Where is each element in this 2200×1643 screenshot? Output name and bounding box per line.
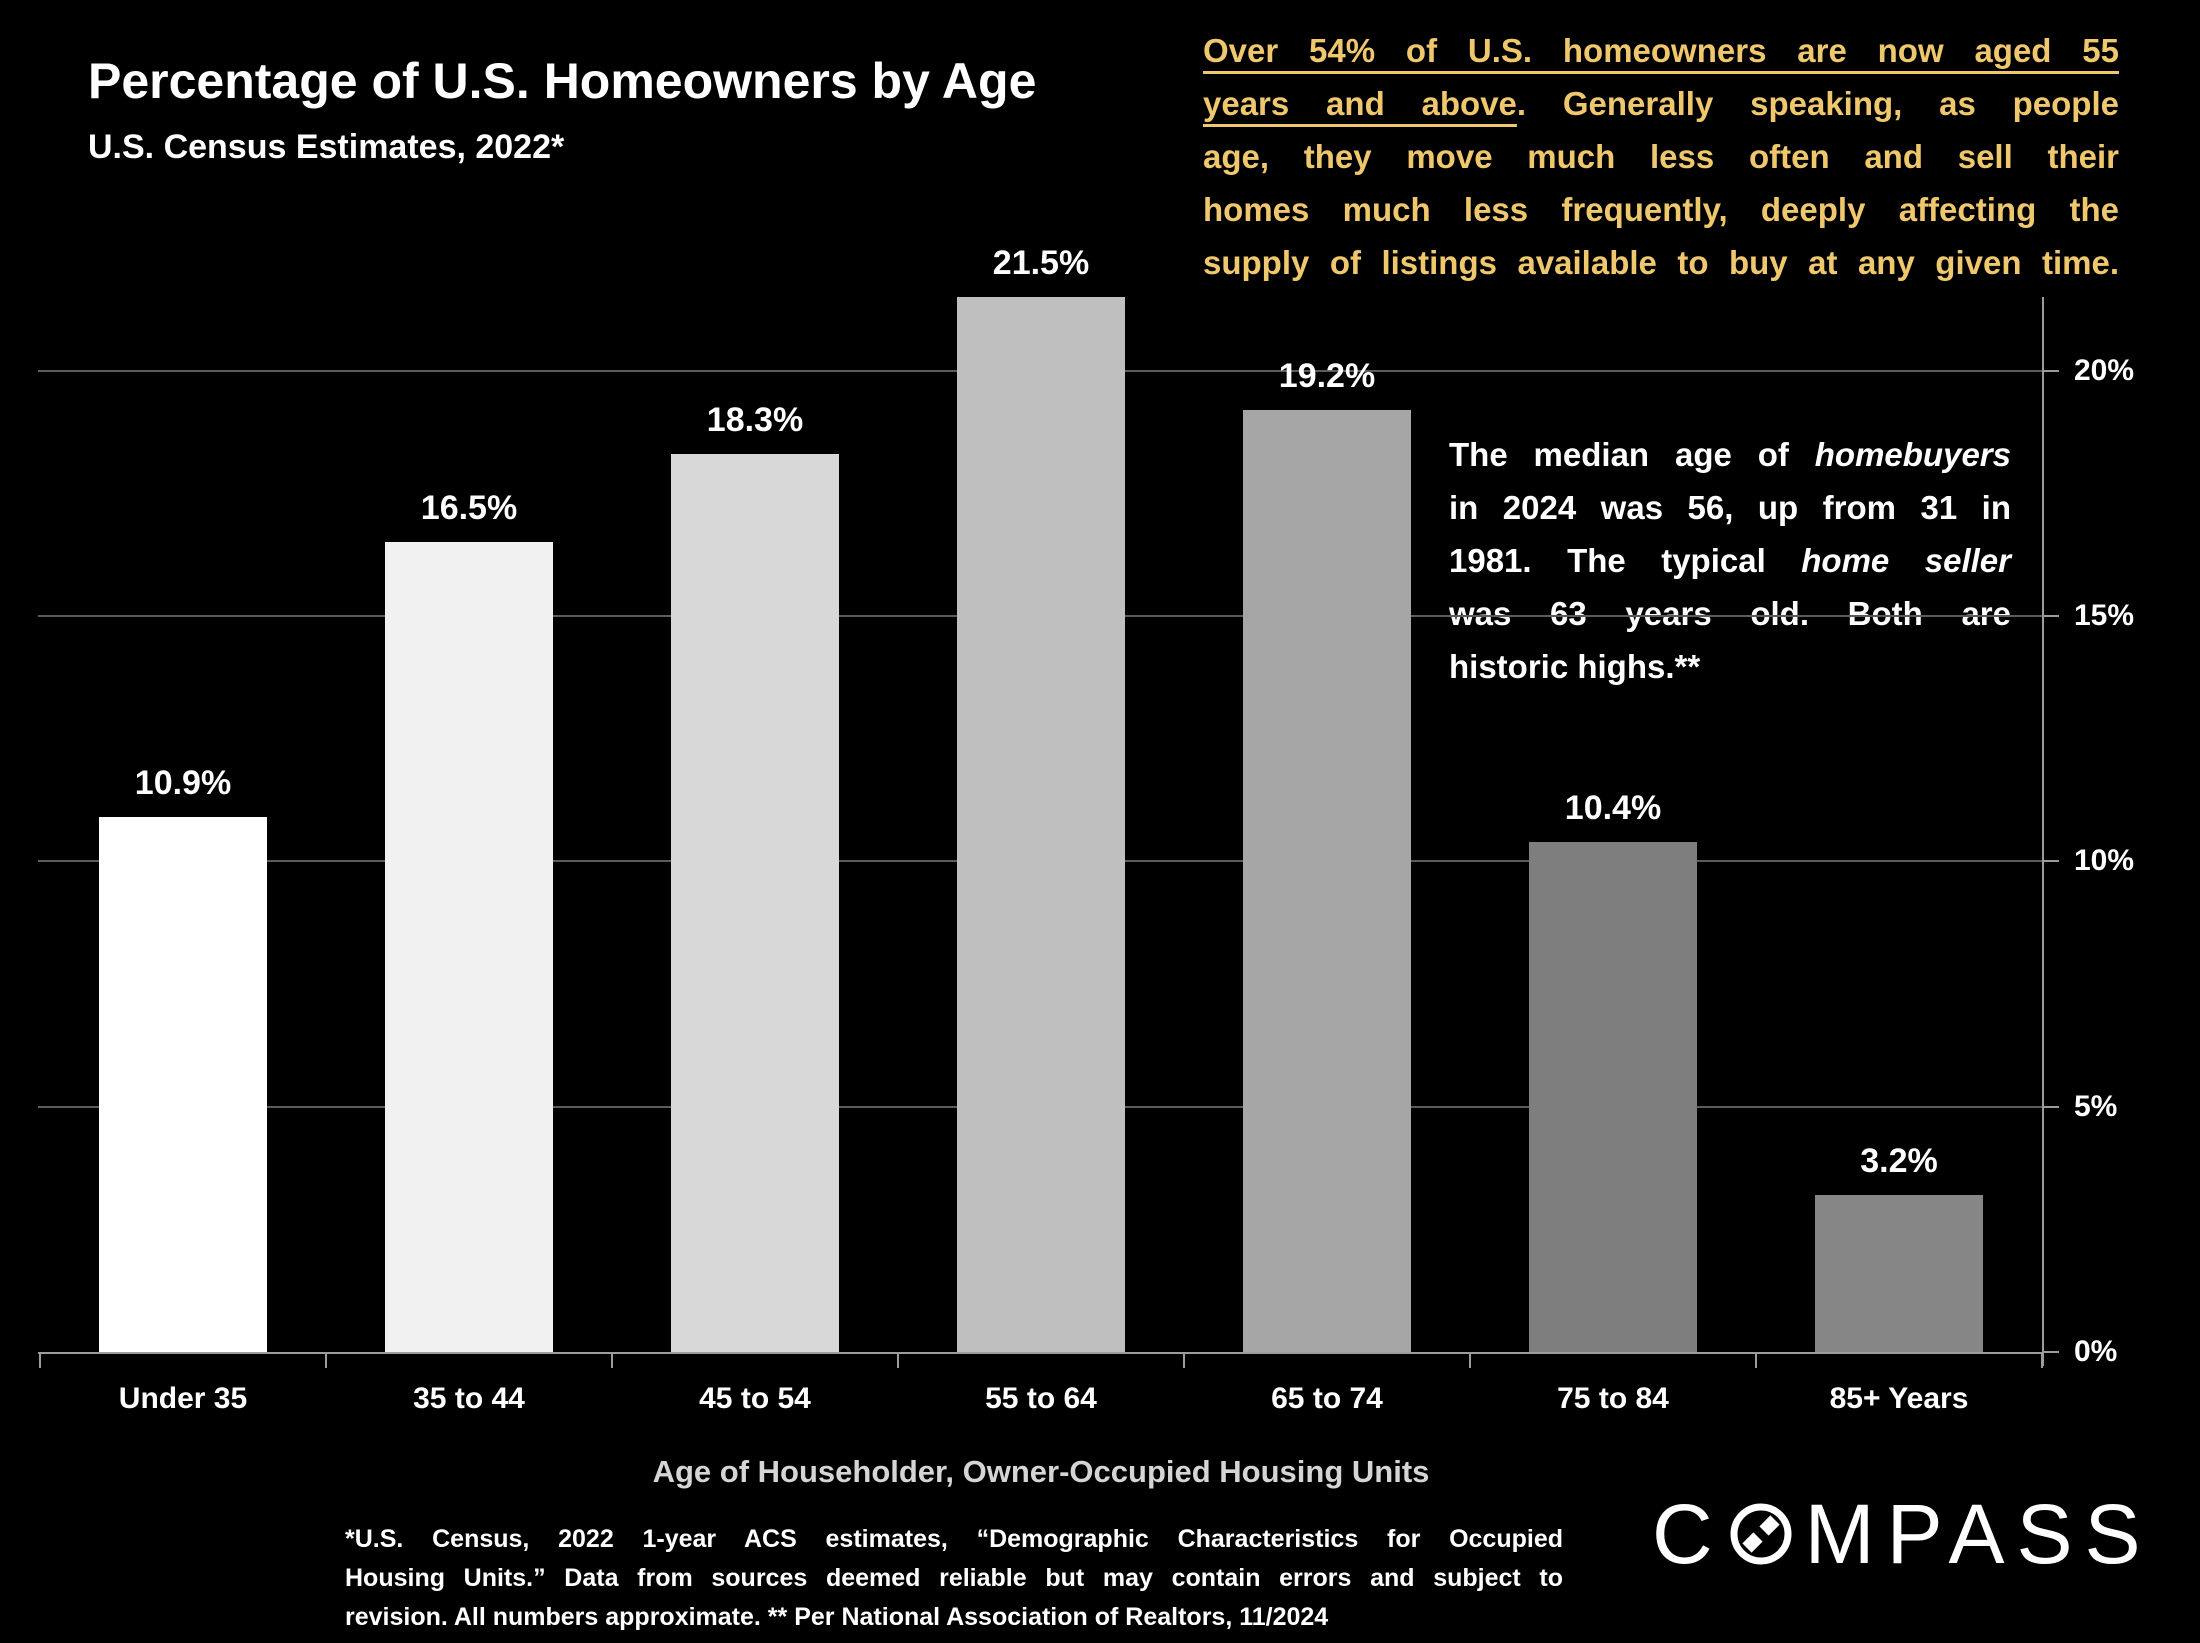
value-axis-label-20pct: 20% [2074,353,2135,387]
value-axis-label-15pct: 15% [2074,598,2135,632]
category-label-45-to-54: 45 to 54 [699,1382,811,1415]
category-axis-tick [2041,1354,2043,1368]
logo-text-mpass: MPASS [1804,1487,2153,1581]
value-axis-label-0pct: 0% [2074,1335,2118,1368]
bar-column-65-to-74: 19.2% [1184,297,1470,1352]
callout-text: . Generally speaking, as people [1516,85,2119,122]
annotation-text: was 63 years old. Both are [1449,595,2011,632]
callout-text: supply of listings available to buy at a… [1203,244,2119,281]
bar-value-label-65-to-74: 19.2% [1278,356,1376,395]
value-axis-tick-15pct [2042,614,2059,617]
footnote-line: *U.S. Census, 2022 1-year ACS estimates,… [345,1525,1563,1553]
bar-column-55-to-64: 21.5% [898,244,1184,1352]
bar-45-to-54 [671,454,839,1352]
callout-text: age, they move much less often and sell … [1203,138,2119,175]
compass-needle-icon [1730,1503,1792,1565]
annotation-text: The median age of [1449,436,1815,473]
bar-75-to-84 [1529,841,1697,1352]
annotation-line: 1981. The typical home seller [1449,534,2011,587]
bar-column-45-to-54: 18.3% [612,297,898,1352]
bar-55-to-64 [957,297,1125,1352]
page-title: Percentage of U.S. Homeowners by Age [88,53,1037,109]
category-axis-line [38,1352,2044,1354]
callout-underlined-text: years and above [1203,85,1517,122]
category-axis-tick [1469,1354,1471,1368]
bar-under-35 [99,817,267,1352]
bar-column-75-to-84: 10.4% [1470,297,1756,1352]
bar-85-years [1815,1194,1983,1352]
bar-35-to-44 [385,542,553,1352]
callout-line: age, they move much less often and sell … [1203,130,2119,183]
bar-value-label-55-to-64: 21.5% [992,244,1090,282]
bar-value-label-85-years: 3.2% [1860,1141,1938,1180]
value-axis-label-10pct: 10% [2074,844,2135,878]
bar-column-35-to-44: 16.5% [326,297,612,1352]
category-label-55-to-64: 55 to 64 [985,1382,1097,1415]
value-axis-label-5pct: 5% [2074,1089,2118,1123]
value-axis-tick-20pct [2042,369,2059,372]
annotation-line: in 2024 was 56, up from 31 in [1449,481,2011,534]
bar-value-label-35-to-44: 16.5% [420,489,518,528]
callout-underlined-text: Over 54% of U.S. homeowners are now aged… [1203,32,2119,69]
footnote: *U.S. Census, 2022 1-year ACS estimates,… [345,1520,1563,1637]
category-label-35-to-44: 35 to 44 [413,1382,525,1415]
category-axis-tick [39,1354,41,1368]
annotation-text: in 2024 was 56, up from 31 in [1449,489,2011,526]
category-label-75-to-84: 75 to 84 [1557,1382,1669,1415]
annotation-line: was 63 years old. Both are [1449,587,2011,640]
bar-value-label-75-to-84: 10.4% [1564,788,1662,827]
footnote-line: Housing Units.” Data from sources deemed… [345,1564,1563,1592]
bar-value-label-45-to-54: 18.3% [706,401,804,440]
bar-chart-plot-area: 10.9% 16.5% 18.3% 21.5% 19.2% 10.4% 3.2% 0% 5% 10… [38,244,2134,1368]
bar-value-label-under-35: 10.9% [134,764,232,803]
callout-aged-55: Over 54% of U.S. homeowners are now aged… [1203,24,2119,289]
annotation-median-age: The median age of homebuyers in 2024 was … [1449,428,2011,693]
logo-text-c: C [1652,1487,1725,1581]
value-axis-tick-5pct [2042,1105,2059,1108]
category-label-under-35: Under 35 [118,1382,248,1415]
callout-line: years and above. Generally speaking, as … [1203,77,2119,130]
category-axis-tick [611,1354,613,1368]
annotation-italic-text: home seller [1801,542,2011,579]
footnote-line: revision. All numbers approximate. ** Pe… [345,1603,1329,1631]
callout-line: homes much less frequently, deeply affec… [1203,183,2119,236]
annotation-italic-text: homebuyers [1814,436,2011,473]
category-axis-tick [325,1354,327,1368]
callout-line: Over 54% of U.S. homeowners are now aged… [1203,24,2119,77]
category-axis-tick [897,1354,899,1368]
annotation-line: historic highs.** [1449,640,2011,693]
callout-line: supply of listings available to buy at a… [1203,236,2119,289]
value-axis-tick-0pct [2042,1351,2059,1353]
category-label-65-to-74: 65 to 74 [1271,1382,1383,1415]
bar-65-to-74 [1243,409,1411,1352]
x-axis-title: Age of Householder, Owner-Occupied Housi… [652,1454,1430,1489]
value-axis-line [2042,297,2044,1366]
category-axis-labels: Under 35 35 to 44 45 to 54 55 to 64 65 to 74… [40,1382,2042,1416]
category-axis-tick [1755,1354,1757,1368]
title-block: Percentage of U.S. Homeowners by Age U.S… [88,52,1036,167]
annotation-line: The median age of homebuyers [1449,428,2011,481]
bar-column-under-35: 10.9% [40,297,326,1352]
bar-column-85-years: 3.2% [1756,297,2042,1352]
annotation-text: historic highs.** [1449,648,1701,685]
category-label-85-years: 85+ Years [1829,1382,1969,1415]
callout-text: homes much less frequently, deeply affec… [1203,191,2119,228]
compass-logo: C MPASS [1652,1492,2153,1576]
value-axis-tick-10pct [2042,860,2059,863]
category-axis-tick [1183,1354,1185,1368]
annotation-text: 1981. The typical [1449,542,1802,579]
page-subtitle: U.S. Census Estimates, 2022* [88,128,565,166]
